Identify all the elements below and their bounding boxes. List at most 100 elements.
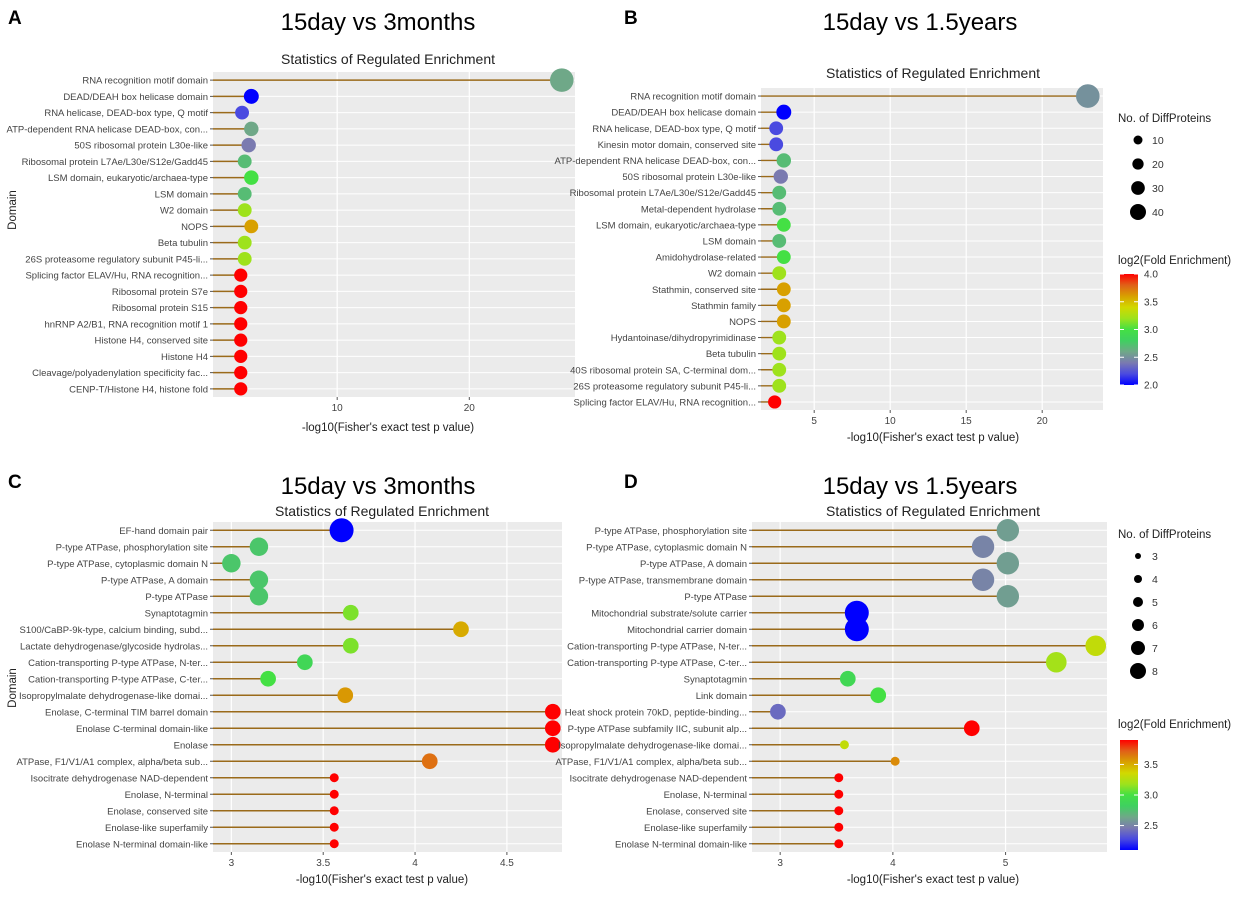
y-axis-label: Domain	[7, 668, 19, 708]
panel-heading: 15day vs 1.5years	[823, 473, 1018, 500]
panel-heading: 15day vs 3months	[281, 473, 476, 500]
y-tick-label: Amidohydrolase-related	[656, 253, 756, 264]
y-tick-label: Enolase, N-terminal	[664, 790, 747, 801]
panel-b: B 15day vs 1.5years Statistics of Regulate…	[554, 8, 1103, 444]
chart-title: Statistics of Regulated Enrichment	[275, 503, 489, 519]
chart-title: Statistics of Regulated Enrichment	[826, 503, 1040, 519]
size-legend-label: 7	[1152, 643, 1158, 655]
colorbar	[1120, 274, 1138, 385]
y-tick-label: Stathmin, conserved site	[652, 285, 756, 296]
lollipop-point	[971, 535, 995, 558]
color-legend-title: log2(Fold Enrichment)	[1118, 719, 1231, 731]
y-tick-label: ATP-dependent RNA helicase DEAD-box, con…	[554, 156, 756, 167]
lollipop-point	[772, 201, 787, 216]
lollipop-point	[237, 186, 252, 201]
lollipop-point	[768, 395, 782, 409]
size-legend-dot	[1133, 135, 1143, 145]
y-tick-label: Enolase, conserved site	[107, 806, 208, 817]
panel-a: A 15day vs 3months Statistics of Regulated…	[6, 8, 575, 434]
lollipop-point	[329, 773, 339, 783]
y-tick-label: Synaptotagmin	[145, 608, 208, 619]
lollipop-point	[834, 822, 844, 832]
lollipop-point	[244, 121, 259, 137]
lollipop-point	[1085, 635, 1107, 657]
lollipop-point	[549, 68, 574, 92]
x-tick-label: 4.5	[500, 858, 514, 869]
y-tick-label: Enolase	[174, 740, 208, 751]
y-tick-label: P-type ATPase, phosphorylation site	[595, 526, 747, 537]
y-tick-label: Metal-dependent hydrolase	[641, 204, 756, 215]
y-tick-label: NOPS	[729, 317, 756, 328]
size-legend-label: 4	[1152, 574, 1158, 586]
x-tick-label: 5	[811, 416, 817, 427]
lollipop-point	[834, 839, 844, 849]
plot-background	[752, 522, 1107, 852]
y-tick-label: Synaptotagmin	[684, 674, 747, 685]
size-legend-label: 3	[1152, 551, 1158, 563]
x-tick-label: 10	[332, 403, 344, 414]
panel-heading: 15day vs 3months	[281, 9, 476, 36]
y-tick-label: NOPS	[181, 222, 208, 233]
y-tick-label: Enolase, C-terminal TIM barrel domain	[45, 707, 208, 718]
y-tick-label: 50S ribosomal protein L30e-like	[622, 172, 756, 183]
lollipop-point	[839, 670, 856, 687]
size-legend-dot	[1130, 663, 1146, 679]
y-tick-label: W2 domain	[160, 206, 208, 217]
x-tick-label: 5	[1003, 858, 1009, 869]
x-tick-label: 20	[464, 403, 476, 414]
lollipop-point	[834, 773, 844, 783]
y-tick-label: EF-hand domain pair	[119, 526, 208, 537]
lollipop-point	[249, 587, 269, 606]
y-tick-label: Enolase N-terminal domain-like	[76, 839, 208, 850]
lollipop-point	[453, 621, 469, 638]
y-tick-label: P-type ATPase, phosphorylation site	[56, 542, 208, 553]
lollipop-point	[237, 251, 252, 266]
y-tick-label: Isopropylmalate dehydrogenase-like domai…	[558, 740, 747, 751]
color-legend-title: log2(Fold Enrichment)	[1118, 255, 1231, 267]
size-legend-label: 30	[1152, 183, 1164, 195]
lollipop-point	[329, 806, 339, 816]
size-legend-dot	[1132, 158, 1144, 170]
size-legend-label: 6	[1152, 620, 1158, 632]
lollipop-point	[337, 687, 354, 704]
x-tick-label: 15	[961, 416, 973, 427]
x-tick-label: 4	[890, 858, 896, 869]
x-axis-label: -log10(Fisher's exact test p value)	[296, 874, 468, 886]
panel-letter: A	[8, 8, 22, 29]
lollipop-point	[870, 687, 887, 704]
y-tick-label: 26S proteasome regulatory subunit P45-li…	[25, 254, 208, 265]
y-tick-label: Enolase N-terminal domain-like	[615, 839, 747, 850]
y-tick-label: Kinesin motor domain, conserved site	[598, 140, 756, 151]
lollipop-point	[544, 720, 561, 737]
y-tick-label: DEAD/DEAH box helicase domain	[63, 92, 208, 103]
y-tick-label: 40S ribosomal protein SA, C-terminal dom…	[570, 365, 756, 376]
colorbar-label: 3.0	[1144, 791, 1158, 802]
lollipop-point	[776, 282, 791, 297]
lollipop-point	[260, 670, 276, 687]
size-legend-dot	[1131, 181, 1145, 195]
y-axis-label: Domain	[7, 190, 19, 230]
y-tick-label: Ribosomal protein L7Ae/L30e/S12e/Gadd45	[22, 157, 208, 168]
lollipop-point	[844, 600, 869, 625]
y-tick-label: P-type ATPase, cytoplasmic domain N	[47, 559, 208, 570]
y-tick-label: P-type ATPase	[145, 592, 208, 603]
y-tick-label: RNA recognition motif domain	[630, 92, 756, 103]
y-tick-label: Hydantoinase/dihydropyrimidinase	[611, 333, 756, 344]
chart-title: Statistics of Regulated Enrichment	[826, 65, 1040, 81]
lollipop-point	[776, 217, 791, 232]
size-legend-dot	[1130, 204, 1146, 220]
y-tick-label: RNA recognition motif domain	[82, 76, 208, 87]
y-tick-label: P-type ATPase, transmembrane domain	[579, 575, 747, 586]
y-tick-label: Histone H4, conserved site	[94, 336, 208, 347]
lollipop-point	[776, 104, 792, 120]
x-tick-label: 10	[885, 416, 897, 427]
lollipop-point	[234, 333, 248, 347]
lollipop-point	[243, 88, 259, 104]
lollipop-point	[996, 552, 1020, 575]
y-tick-label: 26S proteasome regulatory subunit P45-li…	[573, 381, 756, 392]
lollipop-point	[544, 736, 561, 753]
colorbar-label: 2.5	[1144, 821, 1158, 832]
size-legend-label: 40	[1152, 207, 1164, 219]
y-tick-label: Cation-transporting P-type ATPase, N-ter…	[28, 658, 208, 669]
y-tick-label: Cation-transporting P-type ATPase, C-ter…	[28, 674, 208, 685]
